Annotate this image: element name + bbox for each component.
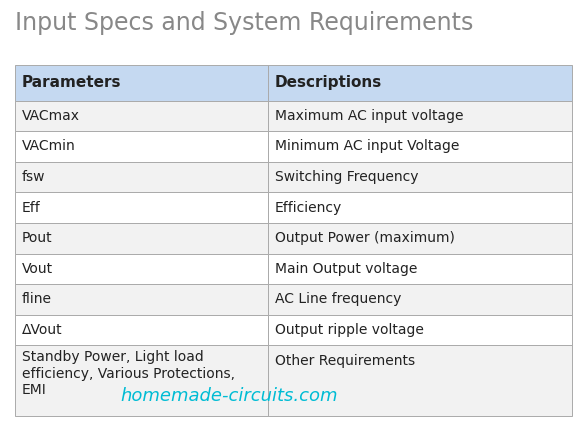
Text: Standby Power, Light load
efficiency, Various Protections,
EMI: Standby Power, Light load efficiency, Va…: [22, 350, 235, 397]
Text: Main Output voltage: Main Output voltage: [275, 262, 417, 276]
Text: Maximum AC input voltage: Maximum AC input voltage: [275, 109, 463, 123]
Text: Output Power (maximum): Output Power (maximum): [275, 231, 455, 245]
Text: Parameters: Parameters: [22, 76, 121, 90]
Text: Other Requirements: Other Requirements: [275, 354, 415, 368]
Text: Pout: Pout: [22, 231, 52, 245]
Text: homemade-circuits.com: homemade-circuits.com: [120, 387, 338, 405]
Text: fline: fline: [22, 292, 52, 306]
Text: Switching Frequency: Switching Frequency: [275, 170, 418, 184]
Text: Eff: Eff: [22, 200, 40, 215]
Text: VACmax: VACmax: [22, 109, 80, 123]
Text: Minimum AC input Voltage: Minimum AC input Voltage: [275, 140, 459, 154]
Text: ΔVout: ΔVout: [22, 323, 62, 337]
Text: Input Specs and System Requirements: Input Specs and System Requirements: [15, 11, 473, 35]
Text: Output ripple voltage: Output ripple voltage: [275, 323, 424, 337]
Text: AC Line frequency: AC Line frequency: [275, 292, 402, 306]
Text: VACmin: VACmin: [22, 140, 75, 154]
Text: Descriptions: Descriptions: [275, 76, 382, 90]
Text: Vout: Vout: [22, 262, 52, 276]
Text: Efficiency: Efficiency: [275, 200, 342, 215]
Text: fsw: fsw: [22, 170, 45, 184]
